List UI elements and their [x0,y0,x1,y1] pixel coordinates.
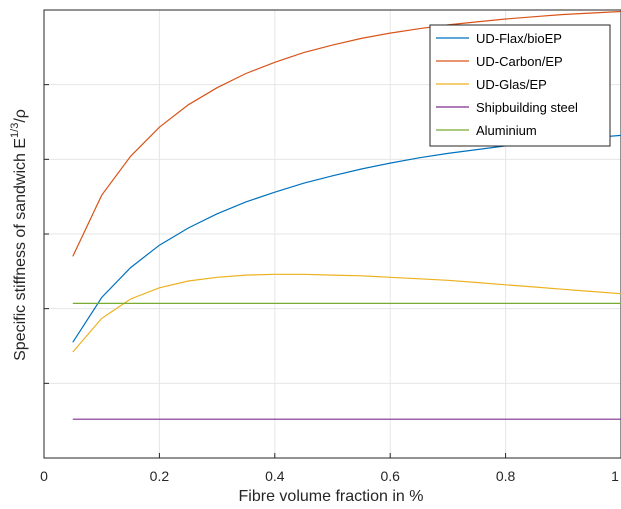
legend: UD-Flax/bioEP UD-Carbon/EP UD-Glas/EP Shipb… [429,24,611,147]
x-tick-label: 0.6 [380,468,400,484]
series-line-ud-glas-ep [72,273,621,353]
y-axis-label: Specific stiffness of sandwich E1/3/ρ [9,109,29,361]
x-axis-label: Fibre volume fraction in % [239,488,424,505]
y-axis-label-tail: /ρ [12,109,29,123]
x-tick-label: 0.8 [496,468,516,484]
y-axis-ticks [44,9,49,459]
legend-label-ud-glas-ep: UD-Glas/EP [476,77,547,92]
legend-label-aluminium: Aluminium [476,123,537,138]
legend-box [429,24,611,147]
y-axis-label-superscript: 1/3 [9,123,21,138]
y-axis-label-main: Specific stiffness of sandwich E [12,138,29,361]
legend-label-ud-flax-bioep: UD-Flax/bioEP [476,31,562,46]
x-tick-label: 1 [611,468,619,484]
x-tick-label: 0.2 [150,468,170,484]
series-line-ud-carbon-ep [72,10,621,257]
x-tick-label: 0 [40,468,48,484]
legend-label-shipbuilding-steel: Shipbuilding steel [476,100,578,115]
x-axis-ticks: 0 0.2 0.4 0.6 0.8 1 [40,453,621,484]
legend-label-ud-carbon-ep: UD-Carbon/EP [476,54,563,69]
x-tick-label: 0.4 [265,468,285,484]
series-lines [72,10,621,420]
